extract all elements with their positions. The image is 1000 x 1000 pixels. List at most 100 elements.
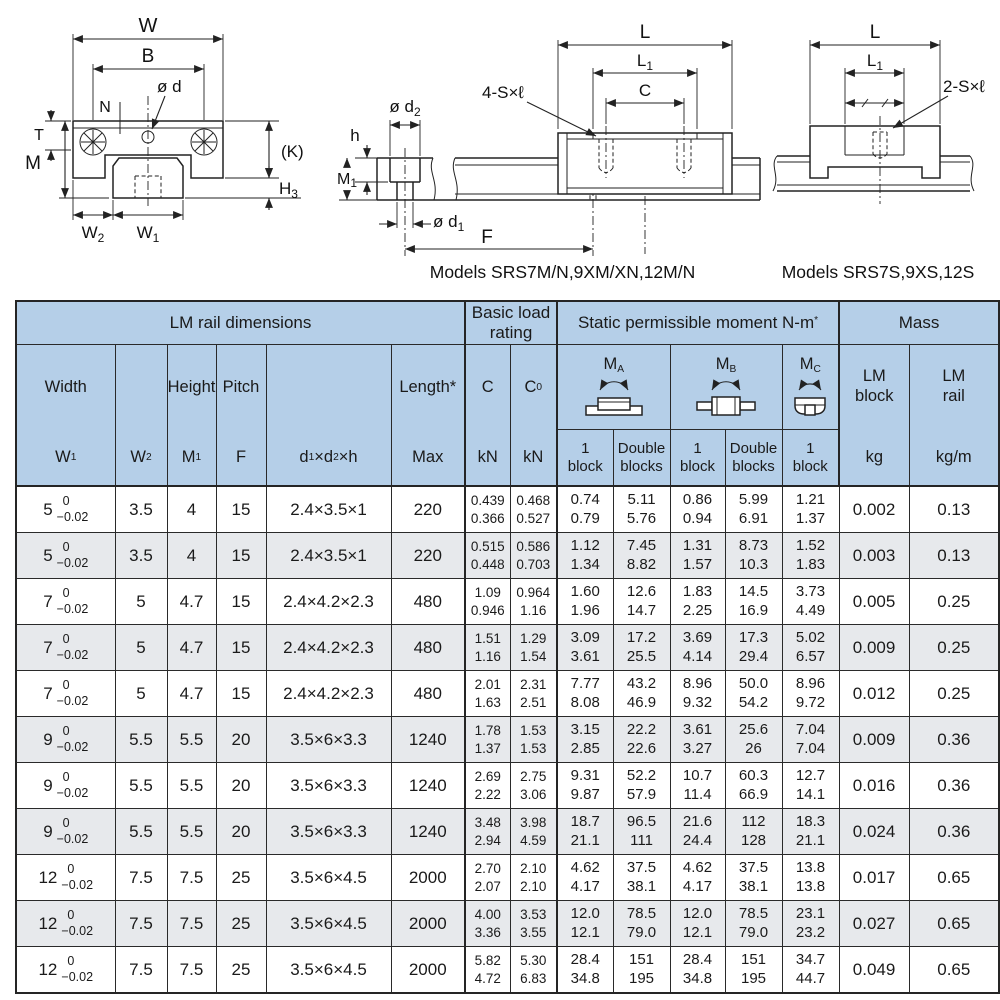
cell-ma-1block: 7.77 8.08 (556, 670, 614, 717)
cell-max-length: 2000 (390, 854, 466, 901)
cell-w1: 12 0 −0.02 (15, 900, 116, 947)
cell-ddh: 3.5×6×4.5 (265, 854, 392, 901)
cell-m1: 7.5 (166, 900, 217, 947)
cell-ddh: 2.4×4.2×2.3 (265, 670, 392, 717)
cell-mb-double: 112 128 (724, 808, 783, 855)
dim-label-l1: L1 (637, 51, 653, 73)
table-row: 9 0 −0.02 5.5 5.5 20 3.5×6×3.3 1240 1.78 1… (15, 716, 1000, 763)
table-row: 5 0 −0.02 3.5 4 15 2.4×3.5×1 220 0.439 0.3… (15, 485, 1000, 533)
dim-label-h3: H3 (279, 179, 298, 201)
cell-ma-double: 43.2 46.9 (612, 670, 671, 717)
cell-mc-1block: 23.1 23.2 (781, 900, 840, 947)
cell-mb-double: 25.6 26 (724, 716, 783, 763)
cell-c: 2.70 2.07 (464, 854, 511, 901)
cell-f: 15 (215, 670, 267, 717)
cell-max-length: 480 (390, 578, 466, 625)
cell-lm-block-mass: 0.002 (838, 485, 910, 533)
dim-label-w: W (139, 15, 158, 37)
cell-ddh: 3.5×6×3.3 (265, 716, 392, 763)
cell-mc-1block: 34.7 44.7 (781, 946, 840, 994)
cell-f: 15 (215, 532, 267, 579)
model-caption-right: Models SRS7S,9XS,12S (781, 262, 975, 282)
cell-c: 4.00 3.36 (464, 900, 511, 947)
cell-f: 25 (215, 900, 267, 947)
cell-f: 25 (215, 854, 267, 901)
cell-w1: 7 0 −0.02 (15, 624, 116, 671)
cell-mb-double: 50.0 54.2 (724, 670, 783, 717)
cell-lm-block-mass: 0.012 (838, 670, 910, 717)
cell-mb-double: 8.73 10.3 (724, 532, 783, 579)
cell-c0: 2.75 3.06 (509, 762, 558, 809)
cell-c0: 0.586 0.703 (509, 532, 558, 579)
cell-ma-double: 17.2 25.5 (612, 624, 671, 671)
dim-label-h: h (350, 126, 359, 145)
callout-4-sxl: 4-S×ℓ (482, 83, 524, 102)
cell-m1: 7.5 (166, 946, 217, 994)
cell-w1: 9 0 −0.02 (15, 716, 116, 763)
cell-lm-rail-mass: 0.13 (908, 532, 1000, 579)
cell-lm-rail-mass: 0.65 (908, 854, 1000, 901)
cell-max-length: 480 (390, 670, 466, 717)
cell-mb-1block: 1.31 1.57 (669, 532, 726, 579)
cell-max-length: 1240 (390, 762, 466, 809)
col-header-f: Pitch F (215, 344, 267, 487)
cell-mc-1block: 3.73 4.49 (781, 578, 840, 625)
cell-f: 15 (215, 485, 267, 533)
lm-block-side-view (557, 126, 733, 254)
cell-ma-1block: 9.31 9.87 (556, 762, 614, 809)
cell-c0: 3.98 4.59 (509, 808, 558, 855)
cell-c0: 2.10 2.10 (509, 854, 558, 901)
cell-ddh: 2.4×4.2×2.3 (265, 578, 392, 625)
cell-mb-1block: 8.96 9.32 (669, 670, 726, 717)
cell-ma-1block: 18.7 21.1 (556, 808, 614, 855)
cell-mc-1block: 13.8 13.8 (781, 854, 840, 901)
cell-m1: 4.7 (166, 624, 217, 671)
cell-mb-double: 37.5 38.1 (724, 854, 783, 901)
rolling-moment-icon (696, 378, 756, 416)
cell-max-length: 1240 (390, 716, 466, 763)
cell-w1: 12 0 −0.02 (15, 946, 116, 994)
dim-label-n: N (99, 99, 111, 116)
cell-lm-block-mass: 0.009 (838, 624, 910, 671)
group-header-mass: Mass (838, 300, 1000, 345)
dim-label-m1: M1 (337, 171, 357, 190)
col-header-length: Length* Max (390, 344, 466, 487)
cell-max-length: 1240 (390, 808, 466, 855)
cell-lm-rail-mass: 0.25 (908, 670, 1000, 717)
cell-w2: 5.5 (114, 716, 168, 763)
cell-mb-1block: 1.83 2.25 (669, 578, 726, 625)
cell-mb-double: 60.3 66.9 (724, 762, 783, 809)
cell-mc-1block: 18.3 21.1 (781, 808, 840, 855)
cell-lm-rail-mass: 0.25 (908, 624, 1000, 671)
cell-max-length: 220 (390, 532, 466, 579)
cell-m1: 5.5 (166, 716, 217, 763)
cell-lm-block-mass: 0.003 (838, 532, 910, 579)
cell-mb-double: 5.99 6.91 (724, 485, 783, 533)
cell-ddh: 3.5×6×4.5 (265, 946, 392, 994)
cell-lm-rail-mass: 0.65 (908, 900, 1000, 947)
cell-lm-rail-mass: 0.36 (908, 762, 1000, 809)
cell-c: 2.01 1.63 (464, 670, 511, 717)
mounting-hole-left-icon (79, 128, 107, 156)
cell-w1: 9 0 −0.02 (15, 762, 116, 809)
dim-label-c: C (639, 81, 651, 100)
cell-mb-1block: 21.6 24.4 (669, 808, 726, 855)
cell-ddh: 3.5×6×3.3 (265, 762, 392, 809)
front-view-s-type-diagram: L L1 2-S×ℓ (772, 22, 985, 204)
cell-ma-double: 7.45 8.82 (612, 532, 671, 579)
cell-mb-double: 14.5 16.9 (724, 578, 783, 625)
cell-ddh: 3.5×6×3.3 (265, 808, 392, 855)
cell-w2: 7.5 (114, 900, 168, 947)
table-row: 7 0 −0.02 5 4.7 15 2.4×4.2×2.3 480 1.51 1.… (15, 624, 1000, 671)
cell-w1: 9 0 −0.02 (15, 808, 116, 855)
cell-ddh: 2.4×3.5×1 (265, 532, 392, 579)
cell-c0: 1.29 1.54 (509, 624, 558, 671)
cell-w1: 7 0 −0.02 (15, 578, 116, 625)
table-row: 7 0 −0.02 5 4.7 15 2.4×4.2×2.3 480 1.09 0.… (15, 578, 1000, 625)
table-row: 5 0 −0.02 3.5 4 15 2.4×3.5×1 220 0.515 0.4… (15, 532, 1000, 579)
cell-m1: 5.5 (166, 808, 217, 855)
cell-mc-1block: 1.52 1.83 (781, 532, 840, 579)
cell-mb-double: 151 195 (724, 946, 783, 994)
cell-lm-block-mass: 0.027 (838, 900, 910, 947)
